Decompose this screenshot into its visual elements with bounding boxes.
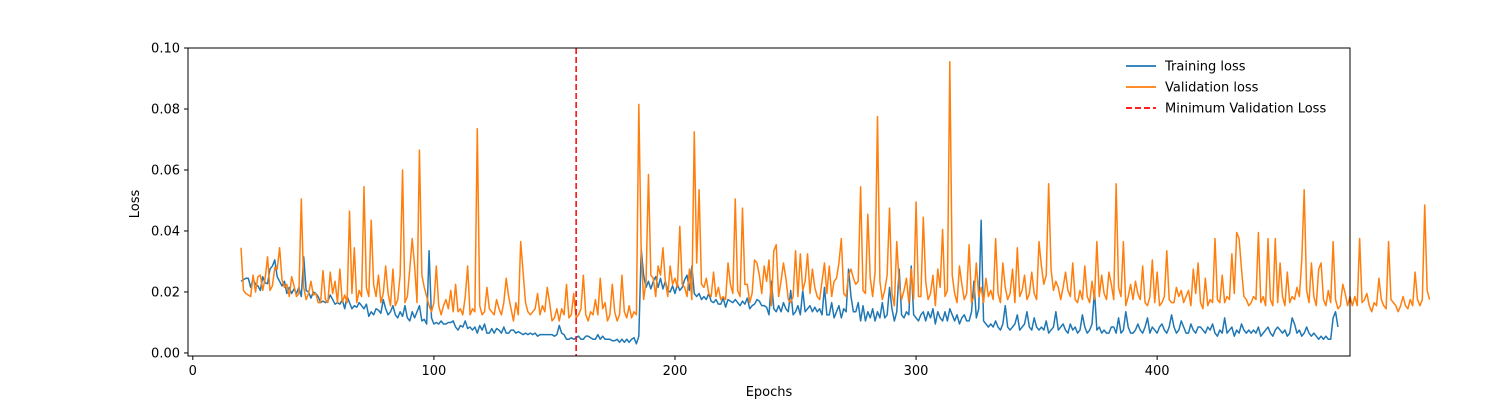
x-axis-label: Epochs	[746, 385, 793, 400]
legend-label: Minimum Validation Loss	[1165, 102, 1326, 117]
legend: Training loss Validation loss Minimum Vali…	[1126, 60, 1326, 117]
x-tick-label: 0	[189, 364, 197, 379]
x-tick-label: 300	[904, 364, 929, 379]
y-tick-label: 0.00	[151, 346, 180, 361]
legend-label: Validation loss	[1165, 81, 1259, 96]
y-axis-label: Loss	[128, 190, 143, 219]
x-tick-label: 400	[1145, 364, 1170, 379]
plot-area	[240, 48, 1431, 356]
legend-label: Training loss	[1164, 60, 1246, 75]
y-tick-label: 0.02	[151, 285, 180, 300]
y-axis: 0.00 0.02 0.04 0.06 0.08 0.10	[151, 42, 188, 361]
plot-frame	[187, 47, 1351, 357]
x-axis: 0 100 200 300 400	[189, 356, 1170, 379]
x-tick-label: 200	[663, 364, 688, 379]
y-tick-label: 0.10	[151, 42, 180, 57]
y-tick-label: 0.04	[151, 224, 180, 239]
y-tick-label: 0.08	[151, 102, 180, 117]
y-tick-label: 0.06	[151, 163, 180, 178]
x-tick-label: 100	[421, 364, 446, 379]
series-line-validation-loss	[240, 60, 1431, 322]
